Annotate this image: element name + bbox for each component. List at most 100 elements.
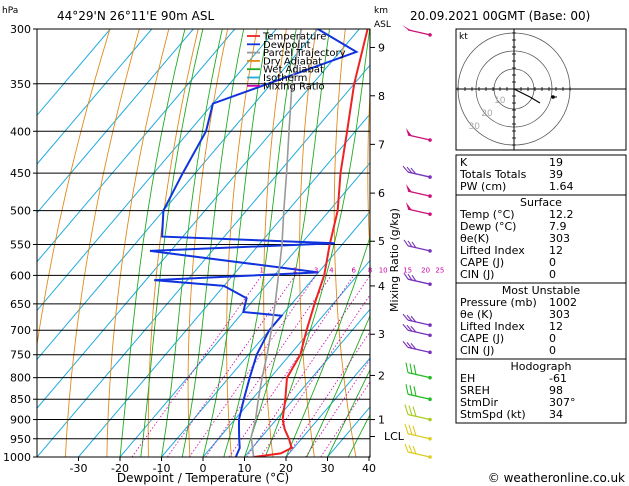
wind-barb-feather — [406, 314, 413, 322]
pressure-tick-label: 900 — [10, 414, 31, 427]
wind-barb — [404, 404, 432, 422]
km-tick-label: 7 — [378, 138, 385, 151]
isotherm-line — [78, 113, 370, 457]
wet-adiabat-line — [327, 368, 370, 457]
wind-barb-feather — [402, 165, 409, 173]
isotherm-line — [37, 29, 277, 312]
mixing-ratio-label: 15 — [403, 266, 412, 274]
pressure-tick-label: 950 — [10, 433, 31, 446]
wind-barb-dot — [428, 455, 432, 459]
legend-label: Dewpoint — [263, 40, 311, 51]
hodograph-table-value: 34 — [549, 408, 563, 421]
mixing-ratio-label: 10 — [379, 266, 388, 274]
indices-value: 39 — [549, 168, 563, 181]
wind-barb-feather — [403, 239, 409, 247]
surface-box — [455, 194, 627, 284]
wind-barb-feather — [408, 424, 413, 435]
most-unstable-value: 303 — [549, 308, 570, 321]
mixing-ratio-label: 4 — [329, 266, 334, 274]
temperature-tick-label: 0 — [200, 462, 207, 475]
temperature-tick-label: 40 — [362, 462, 376, 475]
wind-barb-feather — [410, 315, 417, 323]
surface-value: 303 — [549, 232, 570, 245]
wind-barb — [402, 165, 432, 179]
surface-label: CAPE (J) — [460, 256, 504, 269]
wind-barb-feather — [413, 364, 417, 375]
hodograph-table-box — [455, 358, 627, 424]
wind-barb-dot — [428, 397, 432, 402]
wind-barb-dot — [428, 375, 432, 380]
mixing-ratio-line — [228, 275, 355, 457]
indices-label: Totals Totals — [459, 168, 527, 181]
wind-barb-dot — [428, 417, 432, 422]
wind-barb-staff — [407, 433, 431, 440]
km-tick-label: 5 — [378, 235, 385, 248]
wind-barb-dot — [428, 212, 432, 216]
wind-barb-feather — [404, 404, 409, 415]
hodograph-table-value: 98 — [549, 384, 563, 397]
km-tick-label: 6 — [378, 187, 385, 200]
km-tick-label: 2 — [378, 369, 385, 382]
most-unstable-box — [455, 282, 627, 360]
wind-barb — [402, 24, 432, 37]
profile-dewpoint — [149, 29, 359, 457]
km-tick-labels: 1 2 3 4 5 6 7 8 9 — [370, 41, 385, 438]
indices-tables: K 19 Totals Totals 39 PW (cm) 1.64 Surface Temp… — [455, 154, 627, 424]
wind-barb — [406, 202, 432, 216]
wind-barb — [402, 341, 432, 355]
mixing-ratio-labels: 1 2 3 4 6 8 10 15 20 25 — [259, 266, 444, 274]
wind-barb-staff — [407, 451, 431, 458]
hodograph-table-label: SREH — [460, 384, 490, 397]
legend-label: Mixing Ratio — [263, 81, 325, 92]
temperature-tick-label: 30 — [321, 462, 335, 475]
km-tick-label: 8 — [378, 90, 385, 103]
isotherm-line — [119, 162, 370, 457]
most-unstable-value: 1002 — [549, 296, 577, 309]
isotherm-line — [161, 210, 370, 457]
wind-barb-feather — [402, 323, 409, 331]
pressure-tick-label: 800 — [10, 372, 31, 385]
mixing-ratio-label: 20 — [421, 266, 430, 274]
wind-barb-feather — [405, 362, 409, 373]
wind-barb — [406, 128, 432, 142]
wet-adiabat-line — [306, 314, 370, 457]
surface-label: Dewp (°C) — [460, 220, 516, 233]
wind-barb-dot — [428, 33, 432, 37]
hodograph-table-title: Hodograph — [511, 360, 572, 373]
km-tick-label: 3 — [378, 328, 385, 341]
hodograph-ring-label: 30 — [469, 122, 481, 132]
hodograph-ring-label: 20 — [481, 109, 493, 119]
most-unstable-label: θe (K) — [460, 308, 493, 321]
profile-lines — [149, 29, 369, 457]
hodograph-table-label: StmDir — [460, 396, 499, 409]
wind-barb-flag — [402, 24, 412, 31]
surface-value: 12 — [549, 244, 563, 257]
temperature-tick-label: -20 — [111, 462, 129, 475]
wind-barb-feather — [409, 385, 413, 396]
wind-barb-feather — [407, 273, 413, 281]
indices-box — [455, 154, 627, 196]
lcl-label: LCL — [384, 430, 405, 443]
hodograph-table-label: StmSpd (kt) — [460, 408, 526, 421]
hodograph-table-value: 307° — [549, 396, 576, 409]
most-unstable-value: 0 — [549, 344, 556, 357]
x-axis-label: Dewpoint / Temperature (°C) — [117, 471, 289, 485]
wind-barb — [406, 184, 432, 198]
isotherm-line — [202, 259, 370, 457]
wind-barb — [402, 323, 432, 338]
wind-barb-dot — [428, 175, 432, 179]
most-unstable-value: 12 — [549, 320, 563, 333]
pressure-tick-label: 300 — [10, 23, 31, 36]
legend-label: Dry Adiabat — [263, 56, 322, 67]
wind-barb — [404, 423, 432, 441]
hodograph-table-label: EH — [460, 372, 475, 385]
hpa-unit-label: hPa — [2, 6, 18, 16]
most-unstable-label: Lifted Index — [460, 320, 525, 333]
most-unstable-label: Pressure (mb) — [460, 296, 537, 309]
wind-barb-feather — [410, 343, 417, 350]
km-tick-label: 4 — [378, 280, 385, 293]
isotherm-line — [37, 29, 236, 263]
